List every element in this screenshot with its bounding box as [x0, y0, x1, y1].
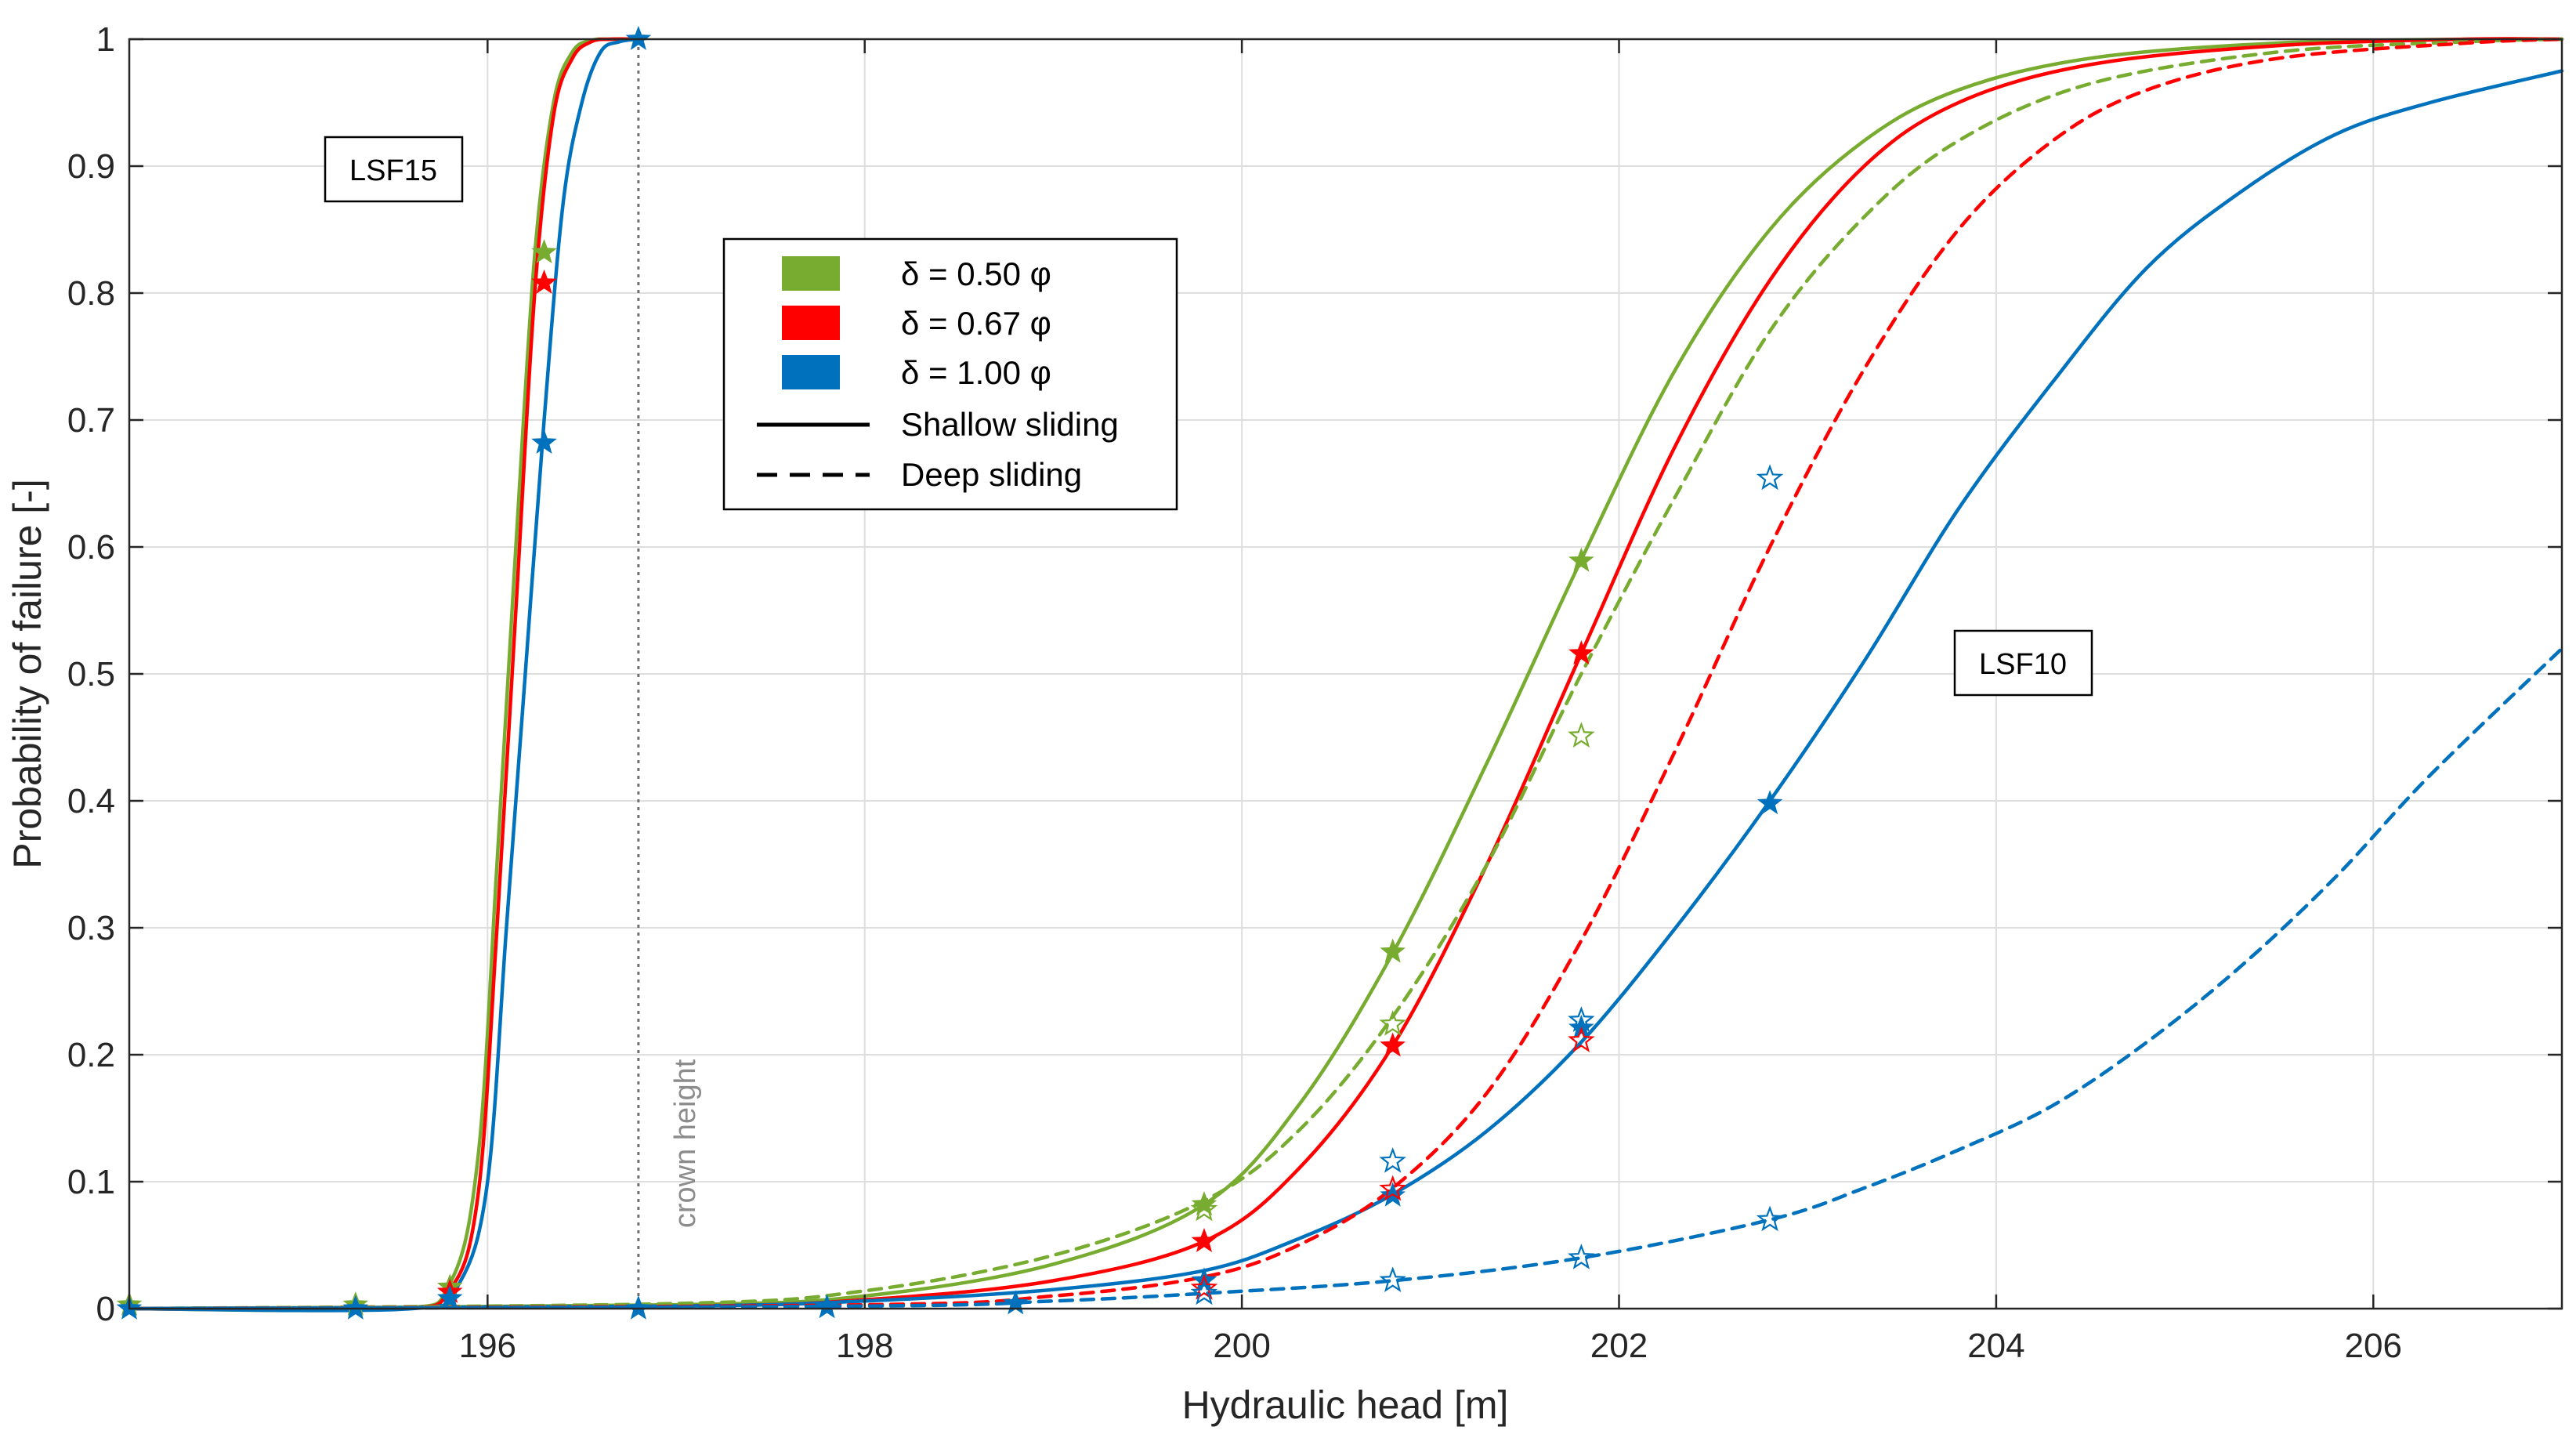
- y-tick-label: 0.2: [67, 1036, 115, 1074]
- series-8-marker: [1379, 1146, 1406, 1173]
- series-4-marker: [1380, 1032, 1406, 1057]
- series-line-6: [127, 37, 2564, 1311]
- legend-label-0: δ = 0.50 φ: [901, 255, 1051, 292]
- x-axis-label: Hydraulic head [m]: [1182, 1383, 1509, 1427]
- lsf15-label: LSF15: [349, 154, 437, 187]
- series-6-marker: [1568, 722, 1595, 748]
- crown-height-layer: crown height: [637, 39, 702, 1309]
- legend-swatch-red: [782, 306, 840, 340]
- series-3-marker: [1380, 938, 1406, 963]
- series-6-marker: [1379, 1009, 1406, 1036]
- series-6-marker: [1190, 1195, 1218, 1222]
- series-2-marker: [342, 1295, 369, 1320]
- y-tick-label: 0.3: [67, 909, 115, 947]
- lsf10-label-box: LSF10: [1953, 629, 2093, 697]
- x-tick-label: 198: [836, 1327, 893, 1365]
- y-tick-label: 0.8: [67, 274, 115, 313]
- series-8-marker: [1756, 464, 1784, 491]
- x-tick-label: 200: [1213, 1327, 1270, 1365]
- series-2-marker: [625, 25, 652, 50]
- y-tick-label: 0.4: [67, 782, 115, 820]
- y-tick-label: 0.9: [67, 147, 115, 186]
- lsf15-label-box: LSF15: [324, 136, 464, 203]
- legend-swatch-green: [782, 256, 840, 291]
- series-3-marker: [1568, 547, 1594, 572]
- x-tick-label: 206: [2345, 1327, 2402, 1365]
- lsf10-label: LSF10: [1979, 648, 2067, 681]
- x-tick-label: 196: [459, 1327, 516, 1365]
- x-tick-label: 204: [1967, 1327, 2024, 1365]
- y-tick-label: 0.6: [67, 528, 115, 567]
- x-tick-label: 202: [1590, 1327, 1648, 1365]
- series-4-marker: [1568, 639, 1594, 664]
- series-line-1: [127, 37, 641, 1313]
- series-5-marker: [814, 1294, 840, 1319]
- y-tick-label: 0.7: [67, 401, 115, 440]
- series-5-marker: [625, 1295, 652, 1320]
- y-tick-label: 0.1: [67, 1163, 115, 1201]
- series-7-marker: [1190, 1273, 1218, 1300]
- y-tick-label: 0: [96, 1290, 115, 1328]
- series-0-marker: [531, 239, 557, 264]
- series-7-marker: [1379, 1175, 1406, 1201]
- legend: δ = 0.50 φ δ = 0.67 φ δ = 1.00 φ Shallow…: [722, 237, 1178, 511]
- series-line-8: [127, 646, 2564, 1311]
- series-2-marker: [531, 429, 557, 454]
- series-8-marker: [1190, 1279, 1218, 1305]
- crown-height-label: crown height: [669, 1059, 702, 1228]
- series-2-marker: [436, 1284, 463, 1309]
- y-axis-label: Probability of failure [-]: [5, 479, 49, 868]
- series-8-marker: [1568, 1244, 1595, 1269]
- legend-label-3: Shallow sliding: [901, 406, 1119, 443]
- legend-label-2: δ = 1.00 φ: [901, 354, 1051, 391]
- legend-label-4: Deep sliding: [901, 456, 1082, 493]
- axis-ticks: 196 198 200 202 204 206 0 0.1 0.2 0.3 0.4 0.5 0.6 0.7…: [67, 20, 2562, 1365]
- legend-swatch-blue: [782, 355, 840, 389]
- series-5-marker: [1757, 790, 1783, 815]
- series-4-marker: [1191, 1228, 1217, 1253]
- series-line-5: [127, 69, 2564, 1311]
- series-3-marker: [1191, 1191, 1217, 1216]
- series-1-marker: [531, 269, 557, 294]
- series-7-marker: [1568, 1027, 1595, 1052]
- y-tick-label: 0.5: [67, 655, 115, 693]
- legend-label-1: δ = 0.67 φ: [901, 305, 1051, 342]
- series-8-marker: [1568, 1006, 1595, 1032]
- series-8-marker: [1756, 1205, 1784, 1232]
- series-8-marker: [1379, 1266, 1406, 1293]
- y-tick-label: 1: [96, 20, 115, 59]
